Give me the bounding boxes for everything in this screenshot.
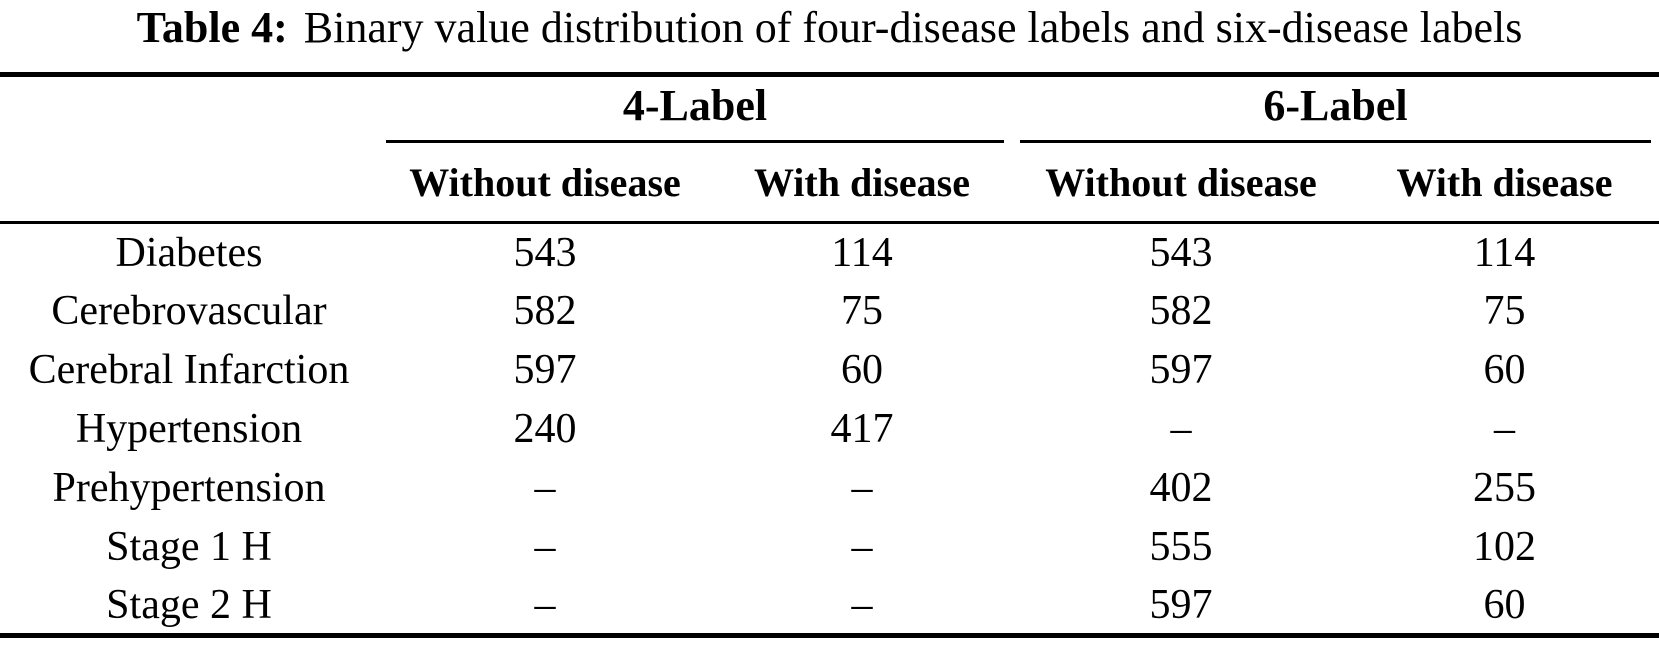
value-cell: – bbox=[851, 524, 873, 570]
empty-corner-cell bbox=[0, 143, 378, 224]
table-row-prehypertension: Prehypertension – – 402 255 bbox=[0, 459, 1659, 518]
value-cell: 114 bbox=[831, 229, 893, 276]
column-header-6label-without: Without disease bbox=[1012, 143, 1351, 224]
value-cell: 102 bbox=[1473, 524, 1537, 570]
value-cell: – bbox=[534, 524, 556, 570]
value-cell: – bbox=[534, 465, 556, 511]
value-cell: – bbox=[1494, 406, 1516, 452]
table-caption-text: Binary value distribution of four-diseas… bbox=[303, 3, 1523, 52]
value-cell: – bbox=[851, 581, 873, 628]
value-cell: 255 bbox=[1473, 465, 1537, 511]
value-cell: 240 bbox=[513, 406, 577, 452]
table-caption-label: Table 4: bbox=[136, 3, 288, 52]
row-label: Stage 2 H bbox=[106, 581, 272, 628]
table-row-stage-1-h: Stage 1 H – – 555 102 bbox=[0, 518, 1659, 577]
row-label: Stage 1 H bbox=[106, 524, 272, 570]
table-row-diabetes: Diabetes 543 114 543 114 bbox=[0, 223, 1659, 282]
column-header-4label-without: Without disease bbox=[378, 143, 712, 224]
value-cell: 543 bbox=[513, 229, 577, 276]
column-group-6label: 6-Label bbox=[1020, 77, 1652, 143]
empty-corner-cell bbox=[0, 75, 378, 144]
table-row-stage-2-h: Stage 2 H – – 597 60 bbox=[0, 577, 1659, 636]
value-cell: 75 bbox=[841, 288, 883, 334]
value-cell: 597 bbox=[1149, 347, 1213, 393]
row-label: Cerebrovascular bbox=[51, 288, 327, 334]
row-label: Prehypertension bbox=[52, 465, 326, 511]
table-caption: Table 4: Binary value distribution of fou… bbox=[0, 0, 1659, 68]
value-cell: 402 bbox=[1149, 465, 1213, 511]
value-cell: 60 bbox=[1483, 347, 1526, 393]
table-row-hypertension: Hypertension 240 417 – – bbox=[0, 400, 1659, 459]
row-label: Hypertension bbox=[75, 406, 303, 452]
value-cell: 582 bbox=[513, 288, 577, 334]
table-row-cerebrovascular: Cerebrovascular 582 75 582 75 bbox=[0, 282, 1659, 341]
group-header-row: 4-Label 6-Label bbox=[0, 75, 1659, 144]
value-cell: 75 bbox=[1483, 288, 1526, 334]
value-cell: 543 bbox=[1149, 229, 1213, 276]
value-cell: 597 bbox=[1149, 581, 1213, 628]
column-group-4label-cell: 4-Label bbox=[378, 75, 1012, 143]
row-label: Diabetes bbox=[115, 229, 263, 276]
column-header-row: Without disease With disease Without dis… bbox=[0, 143, 1659, 224]
value-cell: 60 bbox=[841, 347, 883, 393]
row-label: Cerebral Infarction bbox=[28, 347, 350, 393]
value-cell: 597 bbox=[513, 347, 577, 393]
value-cell: – bbox=[851, 465, 873, 511]
column-group-4label: 4-Label bbox=[386, 77, 1005, 143]
value-cell: – bbox=[534, 581, 556, 628]
value-cell: 582 bbox=[1149, 288, 1213, 334]
column-header-4label-with: With disease bbox=[712, 143, 1013, 224]
value-cell: 60 bbox=[1483, 581, 1526, 628]
column-header-6label-with: With disease bbox=[1350, 143, 1659, 224]
value-cell: – bbox=[1170, 406, 1192, 452]
value-cell: 417 bbox=[830, 406, 894, 452]
column-group-6label-cell: 6-Label bbox=[1012, 75, 1659, 143]
value-cell: 114 bbox=[1473, 229, 1536, 276]
value-cell: 555 bbox=[1149, 524, 1213, 570]
table-row-cerebral-infarction: Cerebral Infarction 597 60 597 60 bbox=[0, 341, 1659, 400]
binary-value-distribution-table: 4-Label 6-Label Without disease With dis… bbox=[0, 72, 1659, 638]
